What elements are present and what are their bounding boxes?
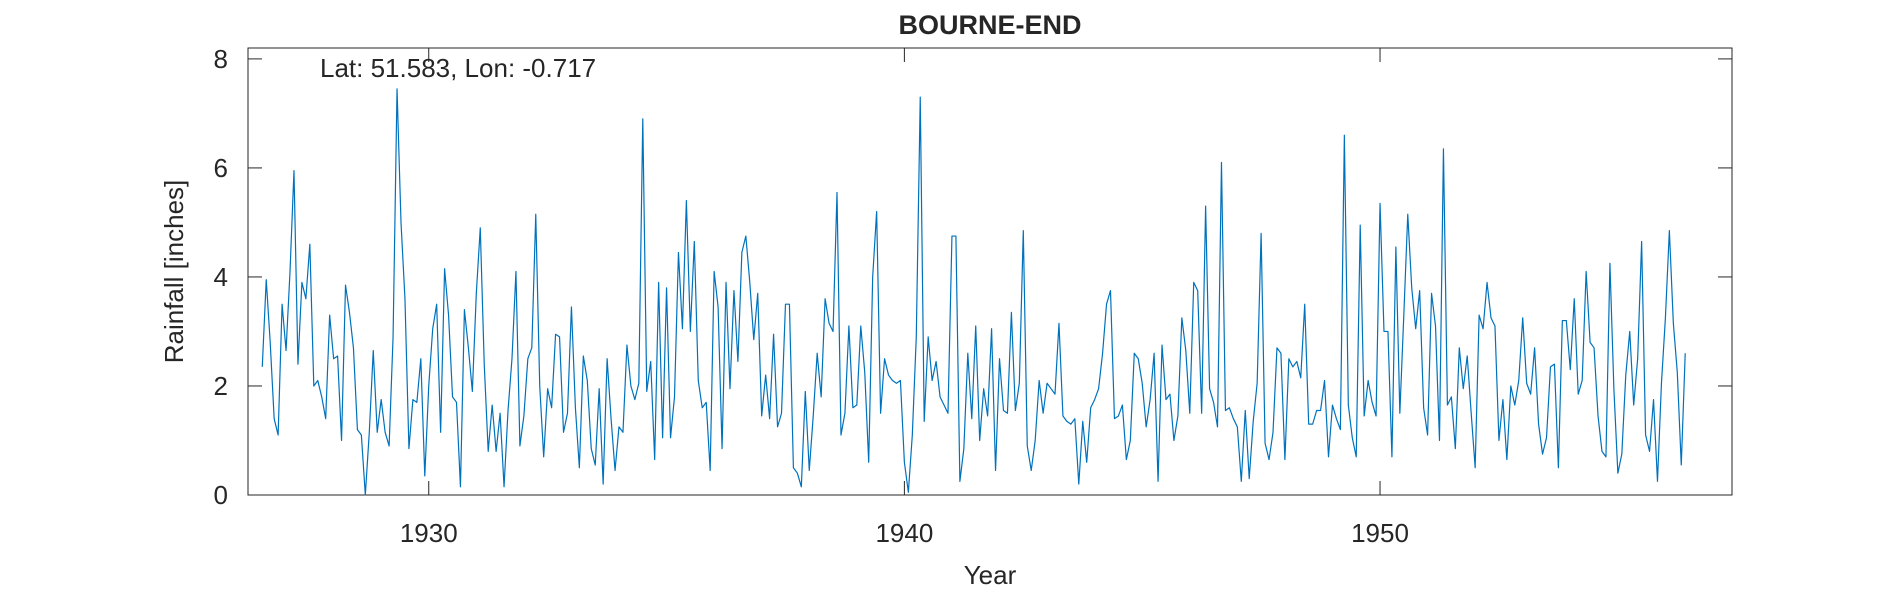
x-tick-label: 1950 [1351, 518, 1409, 548]
series-line-rainfall [261, 88, 1686, 496]
y-tick-label: 6 [214, 153, 228, 183]
x-tick-label: 1940 [875, 518, 933, 548]
x-axis-label: Year [964, 560, 1017, 590]
y-tick-label: 8 [214, 44, 228, 74]
chart-title: BOURNE-END [898, 10, 1081, 40]
coordinates-annotation: Lat: 51.583, Lon: -0.717 [320, 53, 596, 83]
y-tick-label: 0 [214, 480, 228, 510]
axis-ticks: 1930 1940 1950 0 2 4 6 8 [214, 44, 1732, 548]
x-tick-label: 1930 [400, 518, 458, 548]
plot-area-frame [247, 47, 1733, 496]
y-tick-label: 4 [214, 262, 228, 292]
y-axis-label: Rainfall [inches] [159, 180, 189, 364]
y-tick-label: 2 [214, 371, 228, 401]
